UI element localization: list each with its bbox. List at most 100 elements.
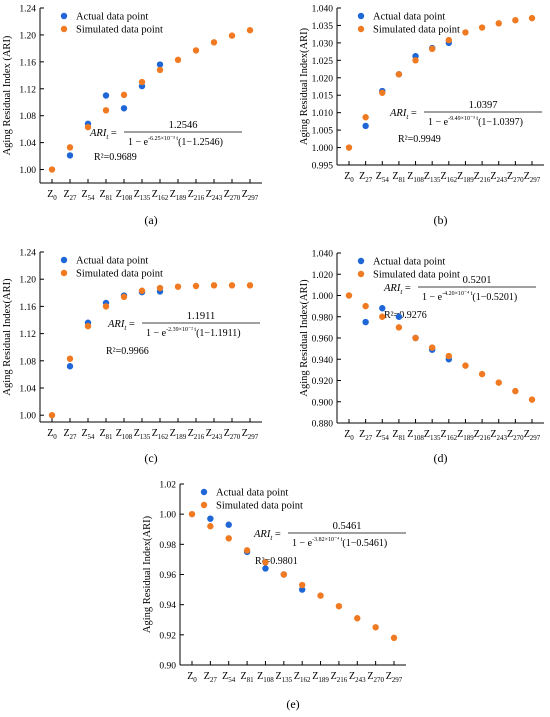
x-tick-label: Z0 xyxy=(47,189,57,202)
actual-data-point xyxy=(156,61,164,68)
y-axis-title: Aging Residual Index (ARI) xyxy=(2,35,13,155)
x-tick-label: Z54 xyxy=(81,428,95,441)
x-tick-label: Z54 xyxy=(81,189,95,202)
y-tick-label: 1.000 xyxy=(312,292,334,302)
chart-panel-d: 0.880 0.900 0.920 0.940 0.960 0.980 1.000 1.020… xyxy=(299,250,544,465)
formula-numerator: 0.5461 xyxy=(333,521,362,532)
simulated-data-point xyxy=(84,322,92,330)
x-tick-label: Z0 xyxy=(187,671,197,684)
legend-label: Actual data point xyxy=(373,257,445,268)
x-tick-label: Z108 xyxy=(407,171,424,184)
y-tick-label: 1.025 xyxy=(312,57,334,67)
formula-numerator: 1.0397 xyxy=(469,100,498,111)
y-tick-label: 1.04 xyxy=(19,385,36,395)
y-tick-label: 1.24 xyxy=(19,249,36,259)
r-squared-label: R²=0.9949 xyxy=(398,134,441,145)
y-tick-label: 1.015 xyxy=(312,92,334,102)
simulated-data-point xyxy=(528,14,536,22)
simulated-data-point xyxy=(138,78,146,86)
x-tick-label: Z243 xyxy=(349,671,366,684)
formula-numerator: 0.5201 xyxy=(463,275,492,286)
y-tick-label: 1.020 xyxy=(312,74,334,84)
simulated-data-point xyxy=(428,45,436,53)
simulated-data-point xyxy=(379,89,386,96)
simulated-data-point xyxy=(462,362,469,369)
actual-data-point xyxy=(298,586,306,593)
x-tick-label: Z0 xyxy=(344,429,354,442)
simulated-data-point xyxy=(192,47,200,54)
legend-marker xyxy=(60,12,68,20)
y-tick-label: 1.010 xyxy=(312,109,334,119)
simulated-data-point xyxy=(428,344,436,351)
x-tick-label: Z108 xyxy=(116,428,133,441)
simulated-data-point xyxy=(412,57,419,64)
x-tick-label: Z216 xyxy=(331,671,348,684)
x-tick-label: Z297 xyxy=(386,671,403,684)
y-axis-title: Aging Residual Index(ARI) xyxy=(299,279,310,397)
x-tick-label: Z189 xyxy=(170,189,187,202)
formula-denominator: 1 − e-2.39×10⁻² t(1−1.1911) xyxy=(146,327,241,339)
simulated-data-point xyxy=(210,39,218,46)
simulated-data-point xyxy=(207,523,214,530)
simulated-data-point xyxy=(66,355,74,362)
panel-label: (c) xyxy=(144,451,157,465)
legend-label: Simulated data point xyxy=(76,269,163,280)
y-tick-label: 1.02 xyxy=(159,481,176,491)
y-tick-label: 0.90 xyxy=(159,662,176,672)
simulated-data-point xyxy=(354,615,361,622)
y-tick-label: 1.16 xyxy=(19,58,36,68)
x-tick-label: Z162 xyxy=(294,671,311,684)
x-tick-label: Z27 xyxy=(63,189,77,202)
actual-data-point xyxy=(120,105,128,112)
simulated-data-point xyxy=(243,547,251,554)
x-tick-label: Z216 xyxy=(188,428,205,441)
y-tick-label: 1.000 xyxy=(312,144,334,154)
actual-data-point xyxy=(379,305,386,312)
x-tick-label: Z297 xyxy=(524,429,541,442)
x-tick-label: Z189 xyxy=(457,429,474,442)
y-tick-label: 1.040 xyxy=(312,250,334,260)
y-tick-label: 1.04 xyxy=(19,139,36,149)
formula-lhs: ARIt = xyxy=(107,319,135,332)
x-tick-label: Z162 xyxy=(441,429,458,442)
formula-numerator: 1.2546 xyxy=(169,120,198,131)
simulated-data-point xyxy=(495,379,502,386)
simulated-data-point xyxy=(345,292,353,299)
x-tick-label: Z243 xyxy=(490,171,507,184)
y-tick-label: 1.005 xyxy=(312,127,334,137)
legend-marker xyxy=(357,257,365,265)
formula-denominator: 1 − e-4.20×10⁻⁴ t(1−0.5201) xyxy=(422,291,517,303)
x-tick-label: Z297 xyxy=(242,189,259,202)
y-tick-label: 1.00 xyxy=(19,412,36,422)
simulated-data-point xyxy=(280,571,288,578)
r-squared-label: R²=0.9276 xyxy=(384,310,427,321)
panel-label: (a) xyxy=(144,213,157,227)
simulated-data-point xyxy=(156,284,164,292)
y-tick-label: 1.00 xyxy=(159,511,176,521)
simulated-data-point xyxy=(48,412,56,419)
formula-lhs: ARIt = xyxy=(89,128,117,141)
simulated-data-point xyxy=(210,282,218,289)
x-tick-label: Z27 xyxy=(359,171,373,184)
y-tick-label: 0.98 xyxy=(159,541,176,551)
simulated-data-point xyxy=(120,91,128,99)
actual-data-point xyxy=(362,318,369,326)
x-tick-label: Z108 xyxy=(116,189,133,202)
y-tick-label: 1.040 xyxy=(312,5,334,15)
simulated-data-point xyxy=(445,352,453,360)
y-tick-label: 0.880 xyxy=(312,420,334,430)
simulated-data-point xyxy=(362,302,369,310)
y-tick-label: 0.92 xyxy=(159,631,176,641)
simulated-data-point xyxy=(345,144,353,151)
x-tick-label: Z270 xyxy=(224,428,241,441)
actual-data-point xyxy=(262,565,269,572)
y-tick-label: 1.12 xyxy=(19,85,36,95)
simulated-data-point xyxy=(120,293,128,301)
x-tick-label: Z81 xyxy=(241,671,255,684)
legend-label: Simulated data point xyxy=(216,501,303,512)
y-tick-label: 0.960 xyxy=(312,335,334,345)
x-tick-label: Z0 xyxy=(344,171,354,184)
x-tick-label: Z270 xyxy=(367,671,384,684)
x-tick-label: Z243 xyxy=(490,429,507,442)
legend-marker xyxy=(60,256,68,264)
